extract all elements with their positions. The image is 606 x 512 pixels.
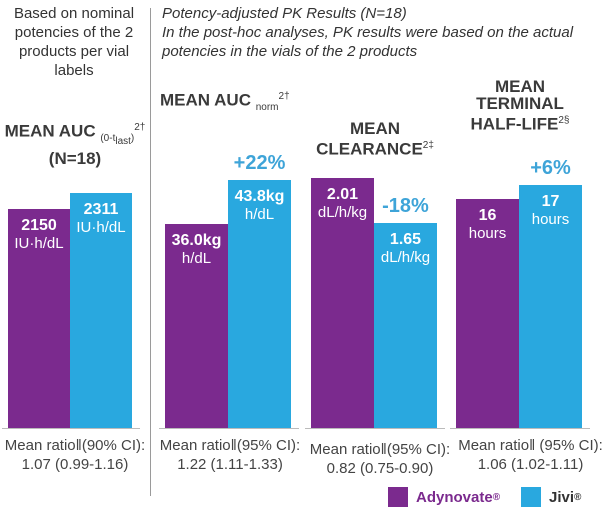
panel-baseline (305, 428, 445, 429)
bar-unit-label: IU·h/dL (14, 235, 64, 253)
percent-change-label: +6% (530, 157, 571, 179)
title-text: MEAN (349, 119, 401, 138)
ratio-line: Mean ratio‖ (95% CI): (458, 437, 603, 454)
panel-baseline (2, 428, 140, 429)
header-line2: In the post-hoc analyses, PK results wer… (162, 24, 574, 60)
mean-ratio-label: Mean ratio‖(90% CI): 1.07 (0.99-1.16) (0, 436, 150, 474)
title-line2: CLEARANCE (316, 139, 423, 159)
title-text: MEAN AUC (4, 121, 96, 141)
bar-unit-label: IU·h/dL (76, 219, 126, 236)
registered-mark: ® (492, 491, 501, 503)
ratio-line: 1.06 (1.02-1.11) (477, 456, 584, 473)
title-text: MEAN AUC (160, 90, 251, 110)
nominal-potency-note: Based on nominal potencies of the 2 prod… (13, 5, 135, 79)
title-line2: (N=18) (48, 149, 102, 169)
ratio-line: Mean ratio‖(95% CI): (159, 437, 301, 454)
registered-mark: ® (574, 491, 582, 503)
bar-adynovate: 2150 IU·h/dL (8, 209, 70, 428)
panel-title-clearance: MEAN CLEARANCE2‡ (300, 120, 450, 158)
legend-jivi: Jivi ® (521, 487, 581, 507)
legend-adynovate: Adynovate ® (388, 487, 500, 507)
panel-baseline (450, 428, 590, 429)
ratio-line: 1.22 (1.11-1.33) (177, 456, 283, 473)
title-sup: 2§ (558, 115, 570, 126)
bar-unit-label: dL/h/kg (380, 248, 431, 266)
bar-jivi: 1.65 dL/h/kg (374, 222, 437, 428)
bar-value-label: 2311 (83, 201, 119, 218)
header-line1: Potency-adjusted PK Results (N=18) (162, 5, 407, 22)
bar-unit-label: hours (531, 211, 570, 228)
bar-unit-label: hours (468, 225, 507, 243)
potency-adjusted-header: Potency-adjusted PK Results (N=18) In th… (162, 4, 606, 61)
bar-value-label: 17 (541, 193, 560, 210)
legend-label: Jivi (549, 488, 575, 506)
bar-value-label: 1.65 (389, 230, 422, 248)
mean-ratio-label: Mean ratio‖(95% CI): 0.82 (0.75-0.90) (305, 440, 455, 478)
ratio-line: 0.82 (0.75-0.90) (326, 460, 434, 477)
bar-unit-label: h/dL (244, 206, 275, 223)
ratio-line: 1.07 (0.99-1.16) (21, 456, 129, 473)
mean-ratio-label: Mean ratio‖(95% CI): 1.22 (1.11-1.33) (155, 436, 305, 474)
panel-title-auc-norm: MEAN AUC norm2† (160, 88, 310, 116)
panel-title-half-life: MEAN TERMINAL HALF-LIFE2§ (440, 78, 600, 133)
bar-value-label: 2.01 (326, 186, 359, 203)
title-sub2: last (115, 136, 131, 148)
mean-ratio-label: Mean ratio‖ (95% CI): 1.06 (1.02-1.11) (455, 436, 606, 474)
bar-jivi: 17 hours (519, 185, 582, 428)
panel-baseline (159, 428, 299, 429)
title-sub3: ) (130, 133, 135, 145)
bar-jivi: 2311 IU·h/dL (70, 193, 132, 428)
title-sub: (0-t (100, 133, 116, 145)
bar-unit-label: dL/h/kg (317, 204, 368, 221)
title-sup: 2‡ (422, 140, 434, 151)
title-text: MEAN (494, 77, 546, 96)
legend-swatch-adynovate (388, 487, 408, 507)
bar-jivi: 43.8kg h/dL (228, 180, 291, 428)
title-sup: 2† (278, 91, 290, 102)
bar-adynovate: 2.01 dL/h/kg (311, 178, 374, 428)
bar-adynovate: 16 hours (456, 199, 519, 428)
bar-value-label: 36.0kg (171, 232, 222, 250)
ratio-line: Mean ratio‖(90% CI): (4, 437, 146, 454)
title-sup: 2† (134, 122, 146, 133)
bar-value-label: 2150 (21, 217, 57, 235)
panel-title-auc: MEAN AUC (0-tlast)2† (N=18) (0, 119, 150, 167)
panel-divider (150, 8, 151, 496)
ratio-line: Mean ratio‖(95% CI): (309, 441, 451, 458)
percent-change-label: -18% (382, 194, 429, 217)
percent-change-label: +22% (233, 152, 286, 174)
bar-value-label: 43.8kg (234, 188, 285, 205)
bar-unit-label: h/dL (181, 250, 212, 268)
title-line2: TERMINAL (476, 94, 564, 113)
bar-adynovate: 36.0kg h/dL (165, 224, 228, 428)
title-line3: HALF-LIFE (470, 114, 559, 134)
bar-value-label: 16 (478, 207, 497, 225)
legend-swatch-jivi (521, 487, 541, 507)
legend-label: Adynovate (416, 488, 493, 506)
title-sub: norm (255, 102, 279, 114)
